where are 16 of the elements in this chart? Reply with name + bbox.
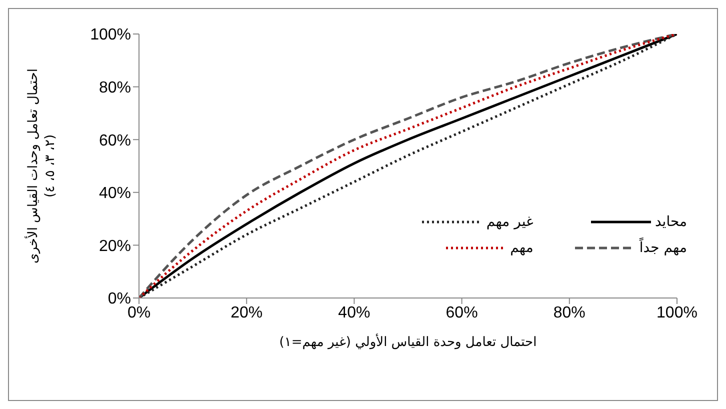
y-tick-label: 100% [90, 26, 131, 44]
y-tick-label: 20% [98, 238, 131, 255]
y-tick-label: 60% [98, 132, 131, 150]
legend-label: غير مهم [486, 214, 534, 230]
x-tick-label: 40% [338, 304, 370, 322]
x-tick-label: 80% [553, 304, 586, 322]
x-tick-label: 60% [446, 304, 478, 322]
legend-label: مهم جداً [639, 240, 687, 256]
y-tick-label: 80% [98, 79, 131, 96]
x-tick-label: 100% [656, 304, 698, 322]
y-tick-label: 40% [98, 185, 131, 202]
x-tick-label: 20% [230, 304, 263, 322]
legend-label: محايد [654, 214, 687, 230]
legend-label: مهم [510, 240, 534, 256]
y-axis-title: احتمال تعامل وحدات القياس الأخرى (٢، ٣، ٥، ٤) [24, 68, 58, 264]
x-axis-title: احتمال تعامل وحدة القياس الأولي (غير مهم=١) [279, 333, 537, 350]
